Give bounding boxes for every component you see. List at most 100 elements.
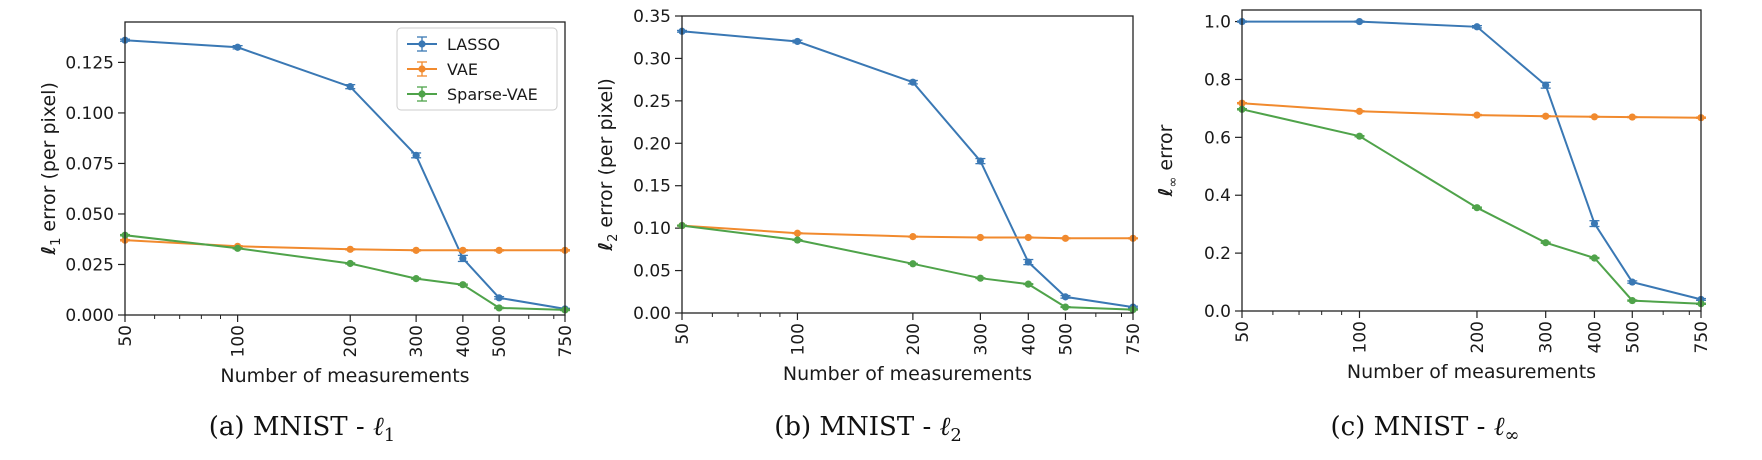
x-tick-label: 300 (971, 323, 991, 355)
y-tick-label: 0.00 (633, 304, 671, 324)
plot-frame (1241, 9, 1702, 312)
data-point-vae (793, 229, 802, 237)
data-point-vae (459, 246, 467, 254)
data-point-sparse-vae (412, 275, 420, 283)
data-point-sparse-vae (346, 259, 354, 268)
data-point-vae (1590, 113, 1599, 121)
y-tick-label: 0.050 (65, 205, 114, 225)
data-point-sparse-vae (1473, 204, 1481, 212)
x-axis-label: Number of measurements (783, 363, 1032, 385)
data-point-vae (1628, 113, 1636, 121)
data-point-sparse-vae (1355, 132, 1364, 140)
y-axis-label: ℓ1 error (per pixel) (38, 82, 64, 256)
x-tick-label: 500 (1056, 323, 1076, 355)
chart-caption: (c) MNIST - ℓ∞ (1330, 412, 1519, 446)
legend-marker-sparse-vae (418, 90, 426, 98)
data-point-vae (976, 233, 985, 242)
data-point-sparse-vae (1061, 303, 1070, 311)
legend-label-lasso: LASSO (447, 35, 500, 54)
y-tick-label: 0.100 (65, 104, 114, 124)
y-tick-label: 0.05 (633, 262, 671, 282)
series-line-sparse-vae (1241, 108, 1702, 305)
data-point-sparse-vae (234, 244, 242, 252)
x-tick-label: 100 (229, 325, 249, 357)
data-point-vae (1355, 107, 1364, 115)
y-tick-label: 0.15 (633, 177, 671, 197)
data-point-vae (412, 246, 420, 254)
legend-marker-lasso (418, 40, 426, 48)
data-point-vae (1024, 233, 1032, 242)
data-point-lasso (1061, 293, 1070, 301)
data-point-lasso (495, 294, 503, 302)
x-tick-label: 400 (1019, 323, 1039, 355)
x-tick-label: 300 (407, 325, 427, 357)
x-tick-label: 750 (556, 325, 576, 357)
data-point-vae (909, 233, 917, 241)
x-tick-label: 200 (341, 325, 361, 357)
y-tick-label: 0.30 (633, 49, 671, 69)
y-tick-label: 0.2 (1204, 244, 1231, 264)
x-tick-label: 50 (116, 325, 136, 347)
y-tick-label: 0.4 (1204, 186, 1231, 206)
data-point-lasso (1473, 23, 1481, 31)
data-point-sparse-vae (976, 274, 985, 282)
y-tick-label: 1.0 (1204, 13, 1231, 33)
y-tick-label: 0.0 (1204, 302, 1231, 322)
data-point-lasso (1355, 17, 1364, 26)
y-tick-label: 0.8 (1204, 70, 1231, 90)
series-line-lasso (1242, 20, 1702, 301)
legend-label-sparse-vae: Sparse-VAE (447, 85, 538, 104)
legend-marker-vae (418, 65, 426, 73)
x-tick-label: 400 (454, 325, 474, 357)
legend-label-vae: VAE (447, 60, 478, 79)
data-point-lasso (1024, 258, 1032, 266)
x-tick-label: 100 (1350, 321, 1370, 353)
series-line-lasso (681, 30, 1134, 309)
plot-frame (124, 21, 566, 316)
plot-frame (681, 15, 1134, 314)
data-point-sparse-vae (1590, 254, 1599, 262)
chart-panel-3: 50 100 200 300 400 500 750 0.0 0.2 0.4 0.6 0.8 1.0 Nu… (1155, 9, 1712, 446)
y-tick-label: 0.075 (65, 154, 114, 174)
x-tick-label: 750 (1124, 323, 1144, 355)
data-point-vae (1542, 112, 1550, 120)
data-point-lasso (909, 78, 917, 86)
data-point-sparse-vae (1542, 239, 1550, 247)
y-tick-label: 0.125 (65, 53, 114, 73)
x-tick-label: 100 (788, 323, 808, 355)
chart-caption: (a) MNIST - ℓ1 (209, 412, 395, 446)
y-tick-label: 0.20 (633, 134, 671, 154)
y-axis-label: ℓ∞ error (1155, 124, 1181, 197)
x-axis-label: Number of measurements (1347, 361, 1596, 383)
x-tick-label: 500 (490, 325, 510, 357)
y-tick-label: 0.10 (633, 219, 671, 239)
chart-caption: (b) MNIST - ℓ2 (774, 412, 962, 446)
y-tick-label: 0.6 (1204, 128, 1231, 148)
x-axis-label: Number of measurements (220, 365, 469, 387)
data-point-lasso (1590, 219, 1599, 228)
y-tick-label: 0.025 (65, 255, 114, 275)
y-tick-label: 0.000 (65, 306, 114, 326)
data-point-vae (346, 245, 354, 253)
data-point-lasso (793, 37, 802, 46)
x-tick-label: 50 (673, 323, 693, 345)
y-axis-label: ℓ2 error (per pixel) (595, 78, 621, 252)
data-point-lasso (976, 157, 985, 165)
data-point-lasso (234, 43, 242, 51)
data-point-sparse-vae (495, 304, 503, 312)
x-tick-label: 300 (1537, 321, 1557, 353)
y-tick-label: 0.25 (633, 92, 671, 112)
legend: LASSO VAE Sparse-VAE (396, 27, 558, 111)
data-point-vae (495, 246, 503, 254)
x-tick-label: 200 (1468, 321, 1488, 353)
x-tick-label: 50 (1233, 321, 1253, 343)
data-point-lasso (1628, 278, 1636, 286)
data-point-sparse-vae (793, 236, 802, 244)
data-point-sparse-vae (459, 281, 467, 289)
data-point-lasso (459, 254, 467, 263)
data-point-sparse-vae (1024, 280, 1032, 288)
data-point-lasso (1542, 81, 1550, 89)
x-tick-label: 400 (1585, 321, 1605, 353)
data-point-vae (1473, 111, 1481, 119)
data-point-lasso (346, 83, 354, 91)
